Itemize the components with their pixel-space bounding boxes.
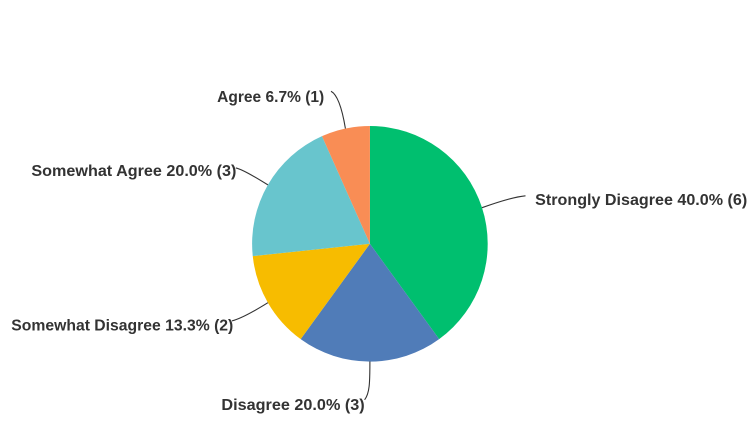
svg-text:Disagree 20.0% (3): Disagree 20.0% (3) bbox=[221, 397, 364, 414]
svg-text:Somewhat Disagree 13.3% (2): Somewhat Disagree 13.3% (2) bbox=[11, 317, 233, 334]
svg-text:Somewhat Agree 20.0% (3): Somewhat Agree 20.0% (3) bbox=[31, 163, 236, 180]
svg-text:Agree 6.7% (1): Agree 6.7% (1) bbox=[217, 89, 324, 106]
svg-text:Strongly Disagree 40.0% (6): Strongly Disagree 40.0% (6) bbox=[535, 192, 747, 209]
